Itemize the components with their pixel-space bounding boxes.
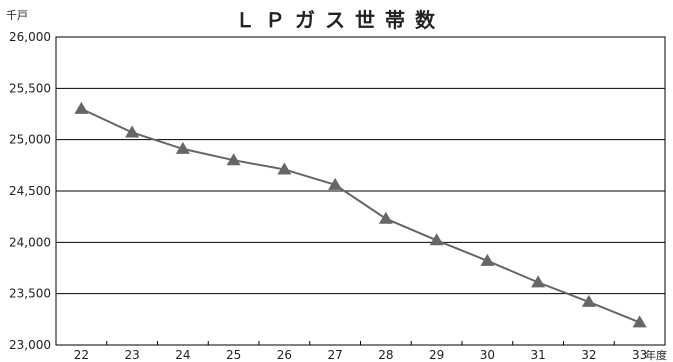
y-tick-label: 24,500 — [9, 184, 51, 198]
chart-title: ＬＰガス世帯数 — [235, 8, 445, 32]
x-axis-ticks: 22 23 24 25 26 27 28 29 30 31 32 33 — [74, 341, 647, 362]
x-tick-label: 31 — [530, 348, 545, 362]
x-tick-label: 33 — [632, 348, 647, 362]
y-tick-label: 23,500 — [9, 287, 51, 301]
data-point-marker — [125, 125, 140, 138]
x-tick-label: 23 — [124, 348, 139, 362]
data-point-marker — [277, 162, 292, 175]
data-point-marker — [74, 101, 89, 114]
y-tick-label: 25,500 — [9, 81, 51, 95]
y-axis-unit: 千戸 — [6, 9, 28, 22]
x-tick-label: 25 — [226, 348, 241, 362]
data-point-marker — [632, 315, 647, 328]
x-tick-label: 28 — [378, 348, 393, 362]
x-axis-unit: 年度 — [645, 348, 667, 362]
x-tick-label: 27 — [327, 348, 342, 362]
data-point-marker — [531, 275, 546, 288]
data-point-marker — [175, 141, 190, 154]
x-tick-label: 30 — [480, 348, 495, 362]
data-point-marker — [378, 211, 393, 224]
data-point-marker — [480, 253, 495, 266]
y-tick-label: 23,000 — [9, 338, 51, 352]
x-tick-label: 24 — [175, 348, 190, 362]
x-tick-label: 32 — [581, 348, 596, 362]
data-point-marker — [429, 233, 444, 246]
y-axis-ticks: 23,000 23,500 24,000 24,500 25,000 25,500 26,0… — [9, 30, 51, 352]
x-tick-label: 22 — [74, 348, 89, 362]
series-line — [80, 107, 641, 324]
data-point-marker — [226, 153, 241, 166]
data-point-marker — [328, 177, 343, 190]
data-point-marker — [581, 294, 596, 307]
y-tick-label: 25,000 — [9, 133, 51, 147]
y-tick-label: 24,000 — [9, 235, 51, 249]
gridlines — [56, 36, 665, 346]
x-tick-label: 26 — [277, 348, 292, 362]
y-tick-label: 26,000 — [9, 30, 51, 44]
x-tick-label: 29 — [429, 348, 444, 362]
series — [74, 101, 647, 328]
